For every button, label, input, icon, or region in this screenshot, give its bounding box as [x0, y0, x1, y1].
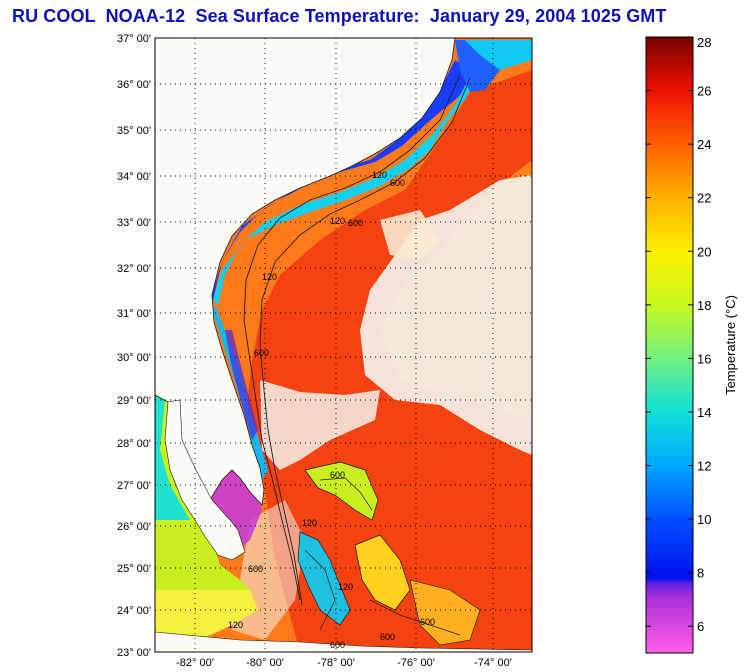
great-bahama-bank-east: [354, 534, 411, 611]
contour-label: 600: [254, 348, 269, 358]
colorbar-ticks: 28 26 24 22 20 18 16 14 12 10 8 6: [646, 35, 711, 634]
florida-nearshore-cold: [225, 330, 258, 440]
map-frame: [154, 37, 533, 653]
contour-label: 600: [348, 218, 363, 228]
lat-label: 34° 00': [117, 171, 151, 183]
southeast-bahamas: [409, 579, 481, 646]
gulf-coastal-water: [155, 395, 190, 520]
colorbar: 28 26 24 22 20 18 16 14 12 10 8 6 Temperature (°C): [645, 35, 738, 654]
bahamas-contour-west: [304, 549, 336, 631]
contour-label: 600: [330, 470, 345, 480]
lat-label: 32° 00': [117, 263, 151, 275]
lat-label: 36° 00': [117, 79, 151, 91]
map-title: RU COOL NOAA-12 Sea Surface Temperature:…: [12, 6, 667, 26]
lon-label: -74° 00': [474, 657, 512, 669]
cool-shelf-water: [213, 78, 475, 305]
lat-label: 33° 00': [117, 217, 151, 229]
colorbar-tick-label: 22: [697, 191, 711, 206]
contour-label: 120: [338, 582, 353, 592]
bahamas-contour-north: [319, 477, 373, 511]
contour-label: 120: [302, 518, 317, 528]
lat-label: 24° 00': [117, 605, 151, 617]
contour-label: 600: [380, 632, 395, 642]
contour-label: 120: [330, 216, 345, 226]
cloud-field-south: [260, 380, 380, 470]
northern-offshore-cool: [465, 40, 532, 70]
colorbar-tick-label: 18: [697, 298, 711, 313]
lat-label: 29° 00': [117, 395, 151, 407]
colorbar-tick-label: 20: [697, 244, 711, 259]
lon-label: -82° 00': [176, 657, 214, 669]
contour-label: 600: [390, 178, 405, 188]
contour-labels: 120 600 120 600 120 600 600 120 600 600 …: [228, 170, 435, 650]
lat-label: 27° 00': [117, 480, 151, 492]
bahamas-contour-south: [369, 599, 461, 636]
northern-shelf-water: [455, 40, 500, 92]
little-bahama-bank: [304, 461, 379, 521]
cold-shelf-water: [210, 60, 470, 300]
great-bahama-bank-west: [297, 531, 351, 626]
lon-label: -80° 00': [246, 657, 284, 669]
cloud-patch: [380, 210, 440, 260]
contour-label: 600: [330, 640, 345, 650]
contour-label: 600: [248, 564, 263, 574]
colorbar-tick-label: 8: [697, 566, 704, 581]
colorbar-scale: [645, 36, 694, 654]
lat-label: 30° 00': [117, 352, 151, 364]
colorbar-tick-label: 16: [697, 351, 711, 366]
colorbar-tick-label: 6: [697, 619, 704, 634]
colorbar-tick-label: 24: [697, 137, 711, 152]
isobath-120: [243, 74, 461, 601]
gulf-of-mexico: [155, 395, 250, 590]
contour-label: 120: [228, 620, 243, 630]
latitude-axis: 37° 00' 36° 00' 35° 00' 34° 00' 33° 00' …: [117, 33, 151, 659]
lat-label: 26° 00': [117, 521, 151, 533]
colorbar-tick-label: 10: [697, 512, 711, 527]
lat-label: 37° 00': [117, 33, 151, 45]
cuba: [155, 631, 532, 652]
lon-label: -76° 00': [397, 657, 435, 669]
contour-label: 120: [372, 170, 387, 180]
sst-map: 120 600 120 600 120 600 600 120 600 600 …: [155, 38, 532, 652]
lon-label: -78° 00': [317, 657, 355, 669]
longitude-axis: -82° 00' -80° 00' -78° 00' -76° 00' -74°…: [176, 657, 512, 669]
colorbar-tick-label: 14: [697, 405, 711, 420]
colorbar-label: Temperature (°C): [723, 295, 738, 395]
colorbar-tick-label: 26: [697, 84, 711, 99]
lat-label: 23° 00': [117, 647, 151, 659]
contour-label: 600: [420, 617, 435, 627]
lat-label: 25° 00': [117, 563, 151, 575]
colorbar-tick-label: 12: [697, 459, 711, 474]
isobath-600: [259, 77, 471, 606]
contour-label: 120: [262, 272, 277, 282]
lat-label: 31° 00': [117, 308, 151, 320]
lat-label: 28° 00': [117, 438, 151, 450]
colorbar-tick-label: 28: [697, 35, 711, 50]
lat-label: 35° 00': [117, 125, 151, 137]
